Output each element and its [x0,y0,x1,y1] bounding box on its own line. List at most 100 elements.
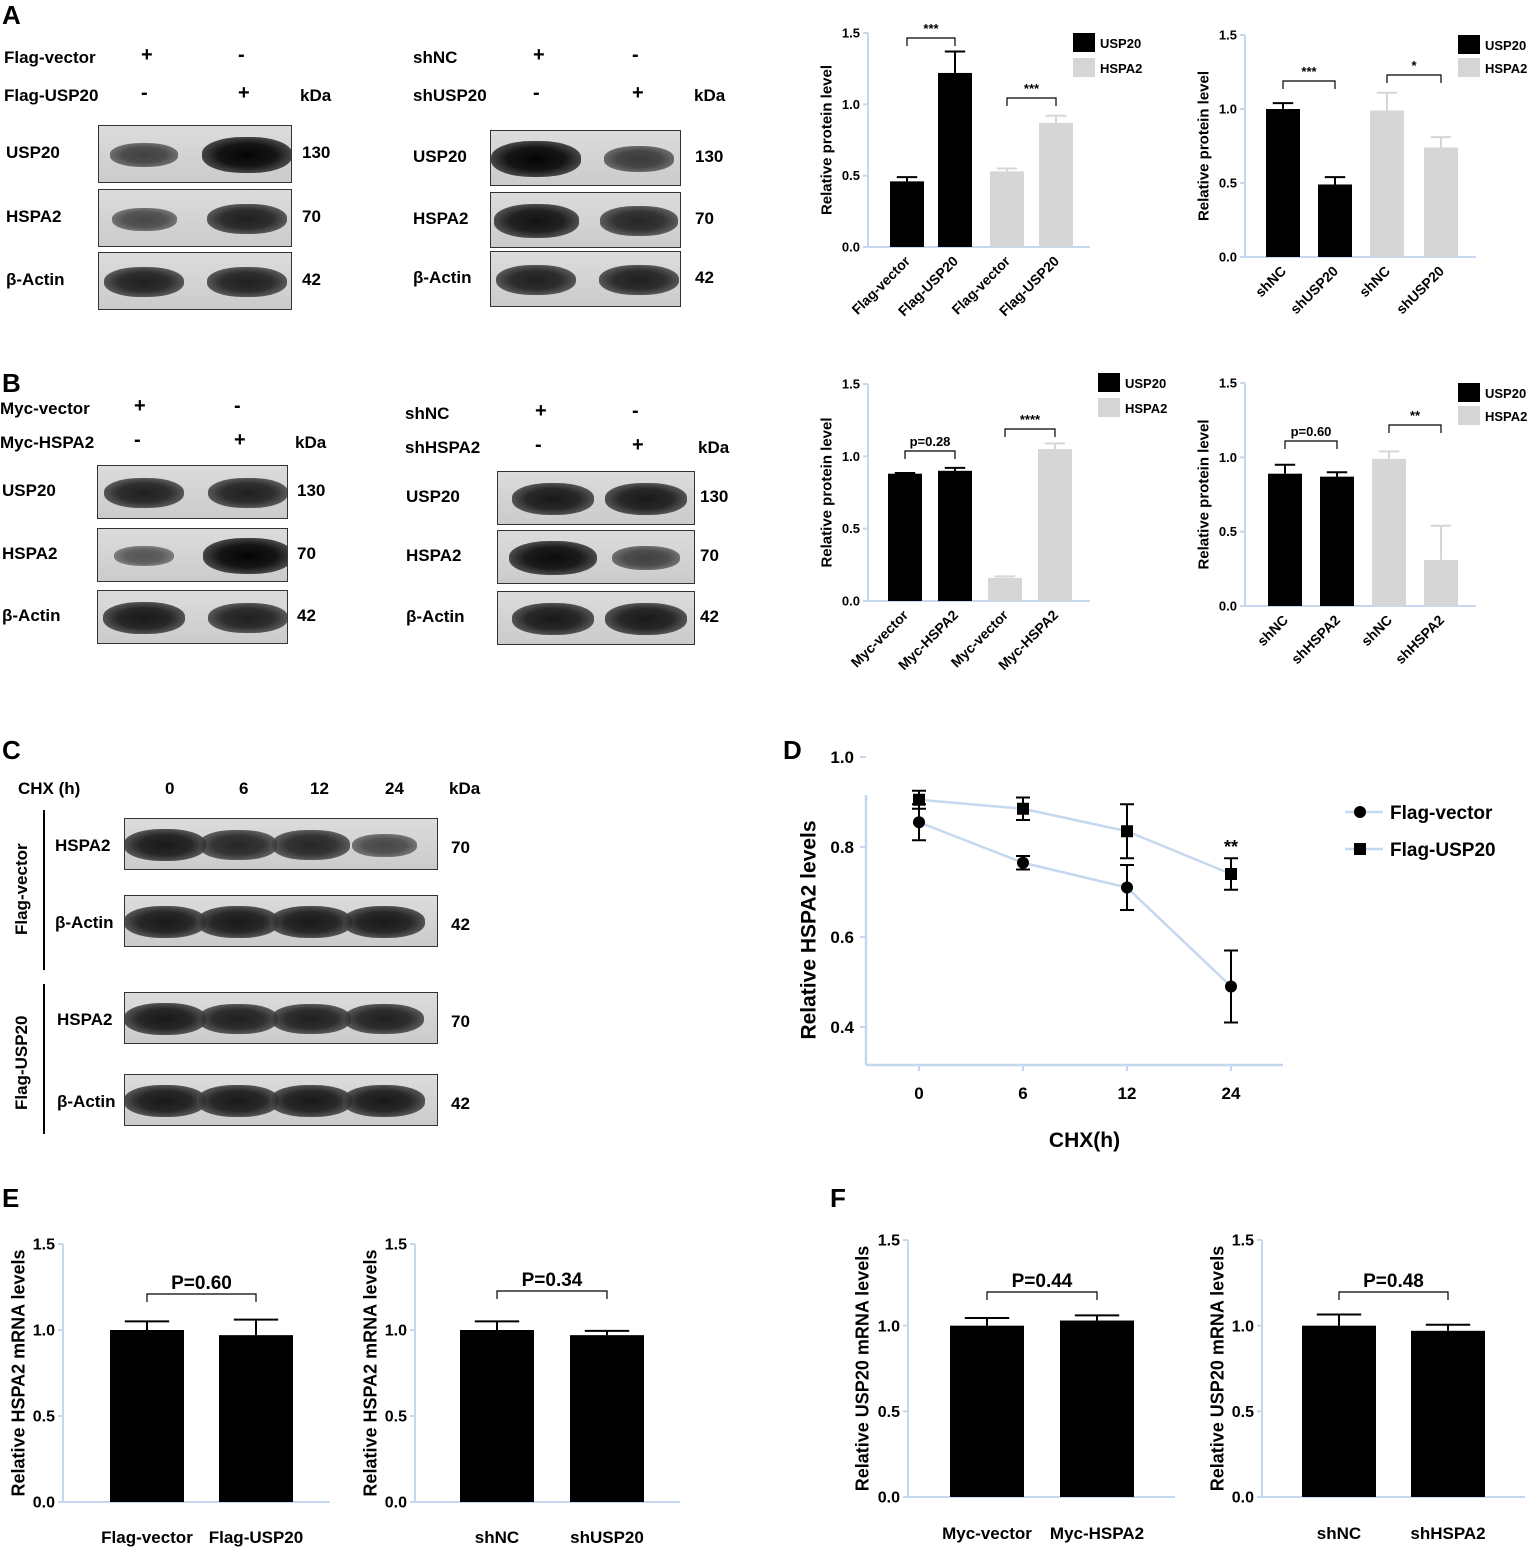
protein-band [342,905,426,939]
treatment-mark: - [238,44,245,66]
molecular-weight: 42 [451,915,470,934]
y-tick-label: 0.5 [33,1409,55,1426]
category-label: shUSP20 [1393,263,1447,317]
band-label: HSPA2 [57,1010,113,1029]
significance-label: *** [1024,81,1040,96]
x-tick-label: 12 [1118,1084,1137,1103]
condition-label: Myc-HSPA2 [0,433,95,452]
y-tick-label: 1.0 [1219,102,1237,117]
y-tick-label: 0.0 [1219,250,1237,265]
kda-label: kDa [295,433,327,452]
series-line [918,798,1232,876]
protein-band [342,1084,426,1118]
kda-label: kDa [694,86,726,105]
protein-band [344,1003,424,1035]
protein-band [600,206,678,236]
protein-band [269,905,353,939]
data-point [1225,868,1237,880]
condition-label: Flag-USP20 [4,86,99,105]
timepoint-label: 12 [310,779,329,798]
band-label: HSPA2 [55,836,111,855]
blot-strip [98,252,292,310]
blot-strip [124,818,438,870]
y-tick-label: 0.0 [1219,599,1237,614]
protein-band [125,905,207,939]
condition-label: Myc-vector [0,399,90,418]
y-axis-label: Relative protein level [1195,419,1212,569]
significance-label: **** [1020,412,1041,427]
legend-label: USP20 [1100,36,1141,51]
data-point [1017,856,1029,869]
y-tick-label: 0.5 [385,1409,407,1426]
bar [1302,1325,1376,1497]
bar [1320,476,1354,606]
y-tick-label: 0.5 [1219,176,1237,191]
kda-label: kDa [449,779,481,798]
y-tick-label: 1.5 [878,1233,900,1250]
y-tick-label: 0.8 [830,838,854,857]
significance-bracket [1006,97,1057,106]
bar [1318,184,1352,257]
significance-label: P=0.48 [1363,1271,1424,1292]
protein-band [208,477,287,509]
timepoint-label: 24 [385,779,404,798]
y-tick-label: 1.5 [33,1237,55,1254]
significance-bracket [1338,1291,1449,1300]
protein-band [102,601,186,635]
legend-swatch [1458,383,1480,402]
y-tick-label: 0.5 [1219,524,1237,539]
panel-label-f: F [830,1183,846,1213]
blot-strip [97,465,288,519]
blot-strip [497,591,695,645]
protein-band [110,142,178,168]
bar [570,1335,644,1502]
treatment-mark: - [134,429,141,451]
protein-band [104,477,184,509]
y-axis-label: Relative protein level [818,417,835,567]
y-tick-label: 1.0 [830,748,854,767]
treatment-mark: - [632,44,639,66]
blot-strip [98,189,292,247]
category-label: shNC [1317,1524,1361,1543]
significance-label: ** [1224,837,1238,857]
y-tick-label: 0.0 [878,1490,900,1507]
significance-label: P=0.60 [171,1273,232,1294]
protein-band [198,1003,278,1035]
significance-bracket [1388,424,1442,433]
bar [1268,473,1302,606]
group-bracket [43,810,45,970]
protein-band [612,545,680,571]
blot-strip [124,895,438,947]
molecular-weight: 70 [451,838,470,857]
category-label: Myc-vector [942,1524,1032,1543]
significance-bracket [986,1291,1098,1300]
treatment-mark: + [632,434,644,456]
significance-label: * [1411,58,1417,73]
bar [219,1335,293,1502]
bar [990,171,1024,247]
blot-strip [490,251,681,307]
legend-swatch [1458,58,1480,77]
y-tick-label: 1.5 [385,1237,407,1254]
significance-bracket [1386,74,1442,83]
protein-band [271,1003,351,1035]
significance-label: P=0.34 [522,1270,583,1291]
bar [890,181,924,247]
legend-swatch [1098,373,1120,392]
band-label: HSPA2 [413,209,469,228]
protein-band [351,833,417,857]
molecular-weight: 42 [451,1094,470,1113]
legend-swatch [1073,33,1095,52]
protein-band [269,1084,353,1118]
category-label: shUSP20 [570,1528,644,1547]
band-label: β-Actin [2,606,61,625]
group-bracket [43,984,45,1134]
protein-band [604,602,688,636]
protein-band [604,146,674,172]
blot-strip [497,471,695,525]
bar [950,1325,1024,1497]
x-tick-label: 6 [1018,1084,1027,1103]
legend-label: USP20 [1485,38,1526,53]
molecular-weight: 70 [297,544,316,563]
timepoint-label: 0 [165,779,175,798]
